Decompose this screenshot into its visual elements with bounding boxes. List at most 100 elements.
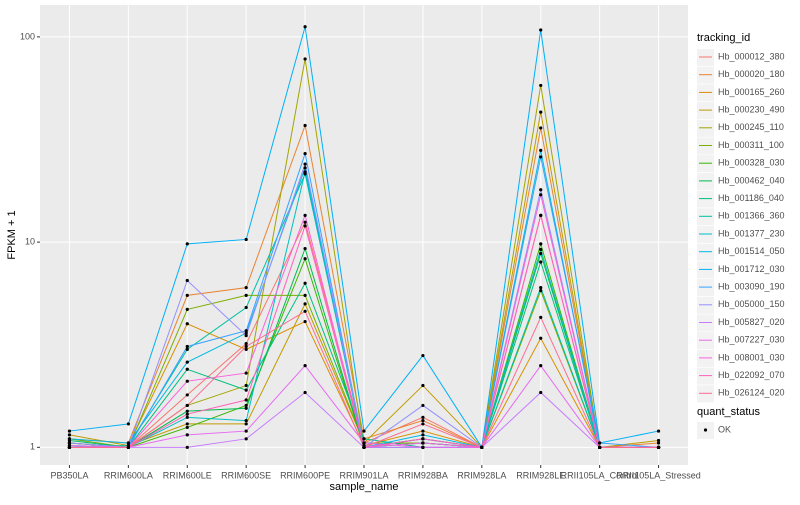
data-point <box>539 110 543 114</box>
data-point <box>244 388 248 392</box>
legend-label: Hb_000311_100 <box>718 140 784 150</box>
data-point <box>303 123 307 128</box>
data-point <box>244 418 248 423</box>
data-point <box>362 445 366 449</box>
data-point <box>539 247 543 252</box>
legend-title: tracking_id <box>697 32 750 44</box>
data-point <box>126 445 130 449</box>
legend-label: Hb_008001_030 <box>718 352 785 362</box>
data-point <box>244 422 248 426</box>
data-point <box>303 309 307 313</box>
data-point <box>185 344 189 349</box>
data-point <box>539 336 543 340</box>
data-point <box>185 425 189 430</box>
x-tick-label: RRIM928BA <box>398 470 448 480</box>
data-point <box>244 334 248 338</box>
x-tick-label: PB350LA <box>50 470 88 480</box>
data-point <box>539 390 543 395</box>
legend-label: Hb_000020_180 <box>718 69 785 79</box>
data-point <box>185 367 189 371</box>
legend-label: Hb_001514_050 <box>718 246 785 256</box>
legend-label: OK <box>718 424 731 434</box>
legend-label: Hb_007227_030 <box>718 335 785 345</box>
legend-label: Hb_001377_230 <box>718 228 785 238</box>
data-point <box>67 437 72 441</box>
legend-label: Hb_000245_110 <box>718 122 784 132</box>
data-point <box>244 403 248 408</box>
data-point <box>244 347 248 351</box>
legend-point <box>703 428 708 432</box>
data-point <box>185 445 189 449</box>
data-point <box>539 289 543 293</box>
data-point <box>126 441 130 445</box>
data-point <box>303 162 307 166</box>
data-point <box>67 429 72 433</box>
data-point <box>185 307 189 311</box>
data-point <box>421 445 425 449</box>
data-point <box>539 155 543 159</box>
legend-label: Hb_005000_150 <box>718 299 785 309</box>
legend-label: Hb_022092_070 <box>718 370 785 380</box>
data-point <box>303 213 307 217</box>
data-point <box>598 445 602 449</box>
data-point <box>421 353 425 358</box>
x-tick-label: RRII105LA_Control <box>561 470 639 480</box>
data-point <box>303 57 307 61</box>
data-point <box>303 293 307 297</box>
data-point <box>303 390 307 395</box>
data-point <box>539 286 543 290</box>
data-point <box>656 429 661 433</box>
data-point <box>362 429 366 433</box>
legend-label: Hb_000012_380 <box>718 51 785 61</box>
y-tick-label: 1 <box>30 442 35 452</box>
data-point <box>303 364 307 368</box>
data-point <box>303 170 307 174</box>
legend-label: Hb_003090_190 <box>718 281 785 291</box>
data-point <box>421 441 425 445</box>
legend2-title: quant_status <box>697 406 760 418</box>
data-point <box>244 344 248 349</box>
data-point <box>539 260 543 264</box>
legend-label: Hb_026124_020 <box>718 388 785 398</box>
data-point <box>303 224 307 228</box>
data-point <box>362 437 366 441</box>
legend-label: Hb_000230_490 <box>718 104 785 114</box>
data-point <box>656 441 661 445</box>
data-point <box>421 433 425 437</box>
data-point <box>244 406 248 410</box>
data-point <box>421 429 425 433</box>
data-point <box>185 412 189 416</box>
data-point <box>303 257 307 261</box>
data-point <box>185 433 189 437</box>
data-point <box>303 25 307 29</box>
data-point <box>598 441 602 445</box>
data-point <box>539 213 543 217</box>
data-point <box>244 293 248 297</box>
data-point <box>421 418 425 423</box>
data-point <box>185 393 189 397</box>
data-point <box>539 28 543 32</box>
data-point <box>185 415 189 419</box>
x-tick-label: RRIM600PE <box>280 470 330 480</box>
data-point <box>480 445 484 449</box>
data-point <box>185 422 189 426</box>
data-point <box>244 429 248 433</box>
data-point <box>539 315 543 319</box>
data-point <box>303 220 307 224</box>
data-point <box>244 329 248 333</box>
data-point <box>362 441 366 445</box>
data-point <box>67 441 72 445</box>
x-tick-label: RRIM928LE <box>516 470 565 480</box>
data-point <box>421 415 425 419</box>
data-point <box>539 126 543 130</box>
data-point <box>303 319 307 324</box>
data-point <box>185 293 189 297</box>
legend-label: Hb_001186_040 <box>718 193 784 203</box>
legend-label: Hb_000462_040 <box>718 175 785 185</box>
data-point <box>303 246 307 251</box>
data-point <box>185 322 189 326</box>
data-point <box>126 422 130 426</box>
data-point <box>303 151 307 156</box>
data-point <box>539 83 543 88</box>
